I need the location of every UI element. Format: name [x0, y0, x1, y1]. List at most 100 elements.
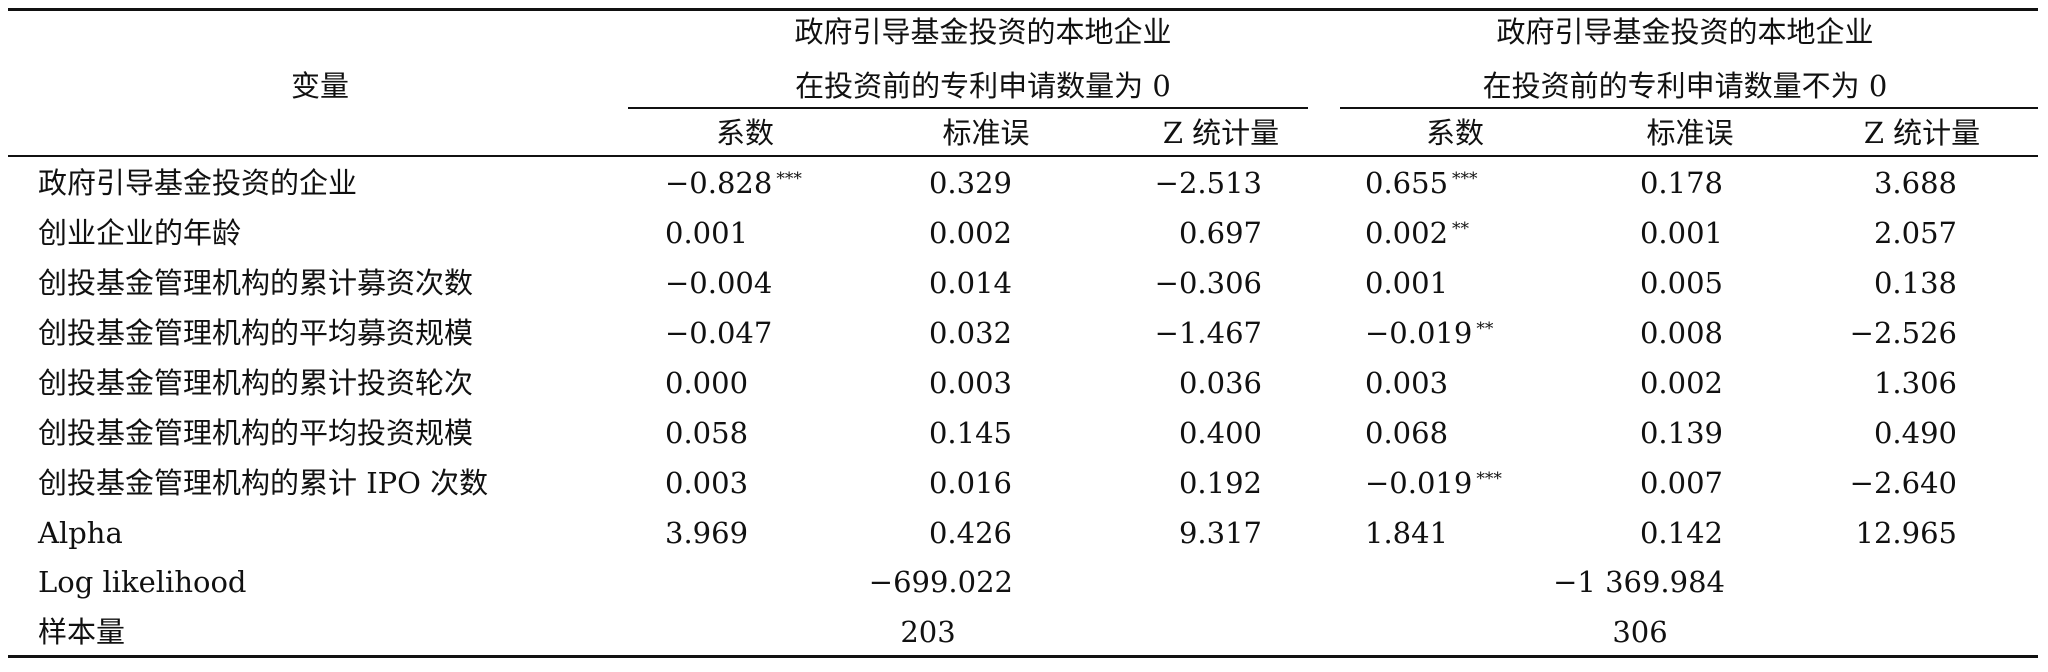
- cell-g2-coef: 0.003: [1365, 365, 1448, 401]
- group1-title-line2: 在投资前的专利申请数量为 0: [795, 69, 1171, 103]
- group2-title-line1: 政府引导基金投资的本地企业: [1496, 15, 1874, 49]
- cell-g1-se: 0.329: [928, 166, 1012, 200]
- cell-g2-se: 0.005: [1639, 266, 1723, 300]
- cell-g1-coef: 3.969: [665, 515, 748, 551]
- cell-g1-z: 0.697: [1178, 216, 1262, 250]
- col-header-g2-z: Z 统计量: [1863, 116, 1981, 150]
- significance-stars: **: [1476, 319, 1494, 339]
- coef-value: 0.003: [665, 466, 749, 500]
- cell-g2-z: 2.057: [1873, 216, 1957, 250]
- cell-g2-coef: −0.019 ***: [1365, 465, 1502, 501]
- cell-g1-z: 0.036: [1178, 366, 1262, 400]
- coef-value: 0.655: [1365, 166, 1449, 200]
- col-header-g2-coef: 系数: [1425, 116, 1485, 150]
- loglik-g2: −1 369.984: [1553, 565, 1725, 599]
- cell-g2-z: 0.490: [1873, 416, 1957, 450]
- cell-g1-se: 0.032: [928, 316, 1012, 350]
- coef-value: 0.001: [1365, 266, 1449, 300]
- sample-g2: 306: [1612, 615, 1668, 649]
- top-rule: [8, 8, 2038, 11]
- significance-stars: ***: [776, 169, 802, 189]
- coef-value: 0.058: [665, 416, 749, 450]
- cell-g2-coef: 0.655 ***: [1365, 165, 1478, 201]
- cell-g1-se: 0.014: [928, 266, 1012, 300]
- cell-g2-z: 12.965: [1855, 516, 1957, 550]
- cell-g1-se: 0.003: [928, 366, 1012, 400]
- group2-underline: [1340, 107, 2038, 109]
- cell-g1-z: −2.513: [1154, 166, 1262, 200]
- row-label: 创投基金管理机构的平均募资规模: [38, 316, 474, 350]
- significance-stars: ***: [1452, 169, 1478, 189]
- cell-g2-se: 0.002: [1639, 366, 1723, 400]
- cell-g1-coef: −0.004: [665, 265, 772, 301]
- cell-g1-se: 0.002: [928, 216, 1012, 250]
- cell-g2-z: −2.640: [1849, 466, 1957, 500]
- coef-value: −0.828: [665, 166, 773, 200]
- coef-value: 0.001: [665, 216, 749, 250]
- group1-underline: [628, 107, 1308, 109]
- row-label: 创投基金管理机构的累计募资次数: [38, 266, 474, 300]
- cell-g2-se: 0.001: [1639, 216, 1723, 250]
- cell-g1-coef: 0.000: [665, 365, 748, 401]
- row-label: 创投基金管理机构的累计 IPO 次数: [38, 466, 489, 500]
- sample-g1: 203: [900, 615, 956, 649]
- cell-g1-z: −0.306: [1154, 266, 1262, 300]
- coef-value: −0.019: [1365, 466, 1473, 500]
- coef-value: 1.841: [1365, 516, 1449, 550]
- cell-g2-coef: −0.019 **: [1365, 315, 1493, 351]
- cell-g1-z: 0.192: [1178, 466, 1262, 500]
- col-header-g1-z: Z 统计量: [1162, 116, 1280, 150]
- cell-g2-se: 0.178: [1639, 166, 1723, 200]
- cell-g1-coef: −0.828 ***: [665, 165, 802, 201]
- coef-value: −0.004: [665, 266, 773, 300]
- cell-g2-z: 0.138: [1873, 266, 1957, 300]
- cell-g2-coef: 0.068: [1365, 415, 1448, 451]
- coef-value: 3.969: [665, 516, 749, 550]
- cell-g1-coef: 0.003: [665, 465, 748, 501]
- sample-label: 样本量: [38, 615, 126, 649]
- significance-stars: ***: [1476, 469, 1502, 489]
- bottom-rule: [8, 655, 2038, 658]
- cell-g1-z: −1.467: [1154, 316, 1262, 350]
- cell-g2-z: −2.526: [1849, 316, 1957, 350]
- row-label: 创投基金管理机构的累计投资轮次: [38, 366, 474, 400]
- col-header-g1-se: 标准误: [942, 116, 1030, 150]
- cell-g1-coef: −0.047: [665, 315, 772, 351]
- cell-g1-se: 0.145: [928, 416, 1012, 450]
- cell-g2-se: 0.139: [1639, 416, 1723, 450]
- col-header-g1-coef: 系数: [715, 116, 775, 150]
- coef-value: 0.068: [1365, 416, 1449, 450]
- coef-value: −0.047: [665, 316, 773, 350]
- cell-g1-coef: 0.058: [665, 415, 748, 451]
- coef-value: 0.003: [1365, 366, 1449, 400]
- cell-g1-z: 9.317: [1178, 516, 1262, 550]
- col-header-g2-se: 标准误: [1646, 116, 1734, 150]
- cell-g1-z: 0.400: [1178, 416, 1262, 450]
- cell-g2-coef: 1.841: [1365, 515, 1448, 551]
- cell-g2-z: 3.688: [1873, 166, 1957, 200]
- group1-title-line1: 政府引导基金投资的本地企业: [794, 15, 1172, 49]
- loglik-label: Log likelihood: [38, 565, 247, 599]
- coef-value: 0.000: [665, 366, 749, 400]
- cell-g2-se: 0.007: [1639, 466, 1723, 500]
- cell-g1-se: 0.016: [928, 466, 1012, 500]
- cell-g2-coef: 0.001: [1365, 265, 1448, 301]
- cell-g1-coef: 0.001: [665, 215, 748, 251]
- variable-header: 变量: [290, 69, 350, 103]
- coef-value: 0.002: [1365, 216, 1449, 250]
- row-label: 政府引导基金投资的企业: [38, 166, 358, 200]
- cell-g1-se: 0.426: [928, 516, 1012, 550]
- cell-g2-se: 0.008: [1639, 316, 1723, 350]
- header-rule: [8, 155, 2038, 157]
- group2-title-line2: 在投资前的专利申请数量不为 0: [1482, 69, 1888, 103]
- significance-stars: **: [1452, 219, 1470, 239]
- cell-g2-coef: 0.002 **: [1365, 215, 1469, 251]
- row-label: 创投基金管理机构的平均投资规模: [38, 416, 474, 450]
- cell-g2-z: 1.306: [1873, 366, 1957, 400]
- row-label: Alpha: [38, 516, 123, 550]
- cell-g2-se: 0.142: [1639, 516, 1723, 550]
- row-label: 创业企业的年龄: [38, 216, 242, 250]
- loglik-g1: −699.022: [868, 565, 1013, 599]
- coef-value: −0.019: [1365, 316, 1473, 350]
